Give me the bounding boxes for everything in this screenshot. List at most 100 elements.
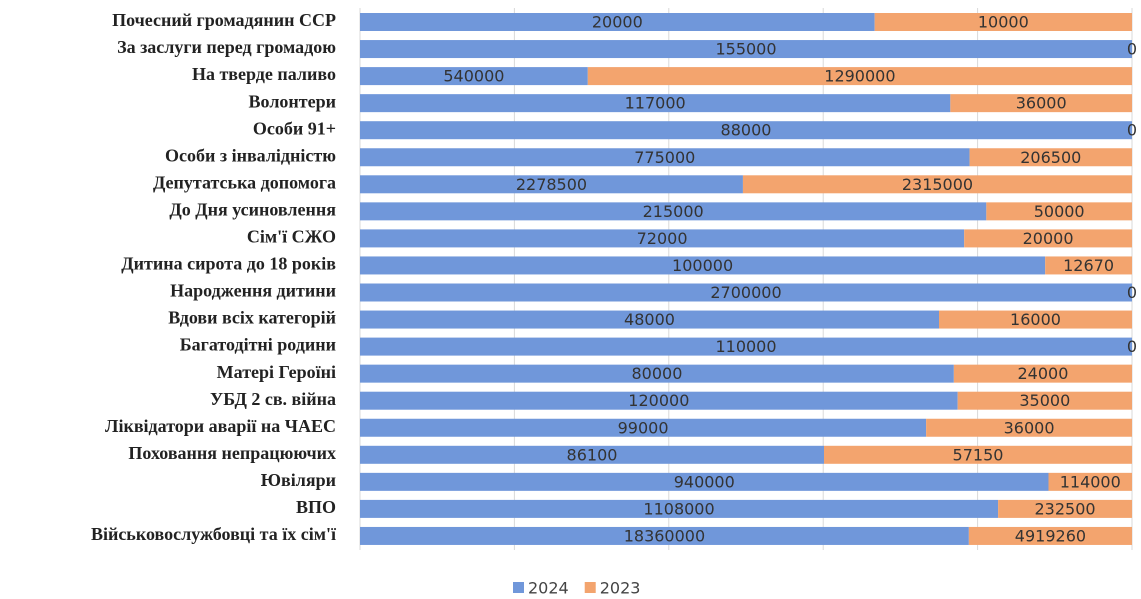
bar-segment	[360, 202, 987, 221]
data-label: 86100	[567, 445, 618, 464]
data-label: 16000	[1010, 310, 1061, 329]
bar-segment	[950, 94, 1132, 113]
bar-segment	[360, 391, 958, 410]
bar-segment	[360, 94, 951, 113]
bar-segment	[360, 364, 954, 383]
data-label: 110000	[715, 337, 776, 356]
bar-segment	[360, 13, 875, 31]
bar-segment	[742, 175, 1132, 194]
data-label: 57150	[953, 445, 1004, 464]
y-tick-label: Почесний громадянин ССР	[112, 10, 336, 30]
bar-segment	[360, 256, 1046, 275]
legend-swatch	[584, 582, 596, 593]
data-label: 232500	[1035, 499, 1096, 518]
data-label: 206500	[1020, 148, 1081, 167]
y-tick-label: Сім'ї СЖО	[247, 227, 336, 247]
y-tick-label: Матері Героїні	[217, 362, 336, 382]
bar-segment	[587, 67, 1132, 86]
data-label: 72000	[637, 229, 688, 248]
bar-segment	[939, 310, 1132, 329]
bar-segment	[360, 175, 743, 194]
data-label: 0	[1127, 337, 1137, 356]
y-tick-label: Дитина сирота до 18 років	[121, 254, 336, 274]
data-label: 0	[1127, 121, 1137, 140]
data-label: 114000	[1060, 472, 1121, 491]
y-tick-label: Вдови всіх категорій	[168, 308, 336, 328]
data-label: 35000	[1019, 391, 1070, 410]
bar-segment	[360, 229, 965, 248]
data-label: 540000	[443, 67, 504, 86]
y-tick-label: За заслуги перед громадою	[117, 37, 336, 57]
bar-segment	[953, 364, 1132, 383]
data-label: 4919260	[1015, 526, 1086, 545]
legend-swatch	[513, 582, 524, 593]
bar-segment	[986, 202, 1132, 221]
legend-label: 2023	[600, 579, 641, 598]
data-label: 120000	[628, 391, 689, 410]
data-label: 1290000	[824, 67, 895, 86]
bar-segment	[998, 499, 1132, 518]
data-label: 2700000	[710, 283, 781, 302]
y-tick-label: Особи з інвалідністю	[165, 145, 336, 165]
data-label: 215000	[643, 202, 704, 221]
y-tick-label: УБД 2 св. війна	[210, 389, 336, 409]
data-label: 36000	[1016, 94, 1067, 113]
data-label: 50000	[1034, 202, 1085, 221]
y-tick-label: Військовослужбовці та їх сім'ї	[91, 524, 337, 544]
bar-segment	[874, 13, 1132, 31]
data-label: 10000	[978, 13, 1029, 32]
y-tick-label: Народження дитини	[170, 281, 336, 301]
y-tick-label: Депутатська допомога	[153, 172, 336, 192]
data-label: 775000	[634, 148, 695, 167]
data-label: 36000	[1004, 418, 1055, 437]
bar-segment	[360, 148, 970, 167]
data-label: 1108000	[643, 499, 714, 518]
data-label: 48000	[624, 310, 675, 329]
data-label: 100000	[672, 256, 733, 275]
y-tick-label: Волонтери	[249, 91, 336, 111]
bar-segment	[926, 418, 1132, 437]
y-tick-label: Ювіляри	[261, 470, 336, 490]
bar-segment	[824, 445, 1132, 464]
y-tick-label: Поховання непрацюючих	[128, 443, 336, 463]
y-tick-label: До Дня усиновлення	[169, 199, 336, 219]
bar-segment	[1048, 472, 1132, 491]
data-label: 88000	[721, 121, 772, 140]
bar-segment	[1045, 256, 1132, 275]
data-label: 12670	[1063, 256, 1114, 275]
y-tick-label: Ліквідатори аварії на ЧАЕС	[105, 416, 336, 436]
data-label: 18360000	[624, 526, 705, 545]
y-tick-label: ВПО	[296, 497, 336, 517]
data-label: 2315000	[902, 175, 973, 194]
data-label: 24000	[1017, 364, 1068, 383]
data-label: 20000	[1023, 229, 1074, 248]
data-label: 117000	[625, 94, 686, 113]
bar-segment	[360, 337, 1132, 356]
bar-segment	[360, 499, 999, 518]
data-label: 155000	[715, 40, 776, 59]
bar-segment	[360, 40, 1132, 59]
bar-segment	[360, 445, 825, 464]
data-label: 99000	[618, 418, 669, 437]
bar-segment	[360, 472, 1049, 491]
data-label: 2278500	[516, 175, 587, 194]
y-tick-label: Багатодітні родини	[180, 335, 336, 355]
bar-segment	[964, 229, 1132, 248]
data-label: 0	[1127, 283, 1137, 302]
bar-segment	[360, 310, 939, 329]
bar-segment	[968, 526, 1132, 545]
bar-segment	[360, 67, 588, 86]
data-label: 0	[1127, 40, 1137, 59]
data-label: 940000	[674, 472, 735, 491]
y-tick-label: Особи 91+	[253, 118, 336, 138]
bar-segment	[360, 283, 1132, 302]
data-label: 80000	[631, 364, 682, 383]
y-tick-label: На тверде паливо	[192, 64, 336, 84]
bar-segment	[957, 391, 1132, 410]
legend-label: 2024	[528, 579, 569, 598]
bar-segment	[360, 526, 969, 545]
data-label: 20000	[592, 13, 643, 32]
bar-segment	[360, 121, 1132, 140]
bar-segment	[360, 418, 927, 437]
